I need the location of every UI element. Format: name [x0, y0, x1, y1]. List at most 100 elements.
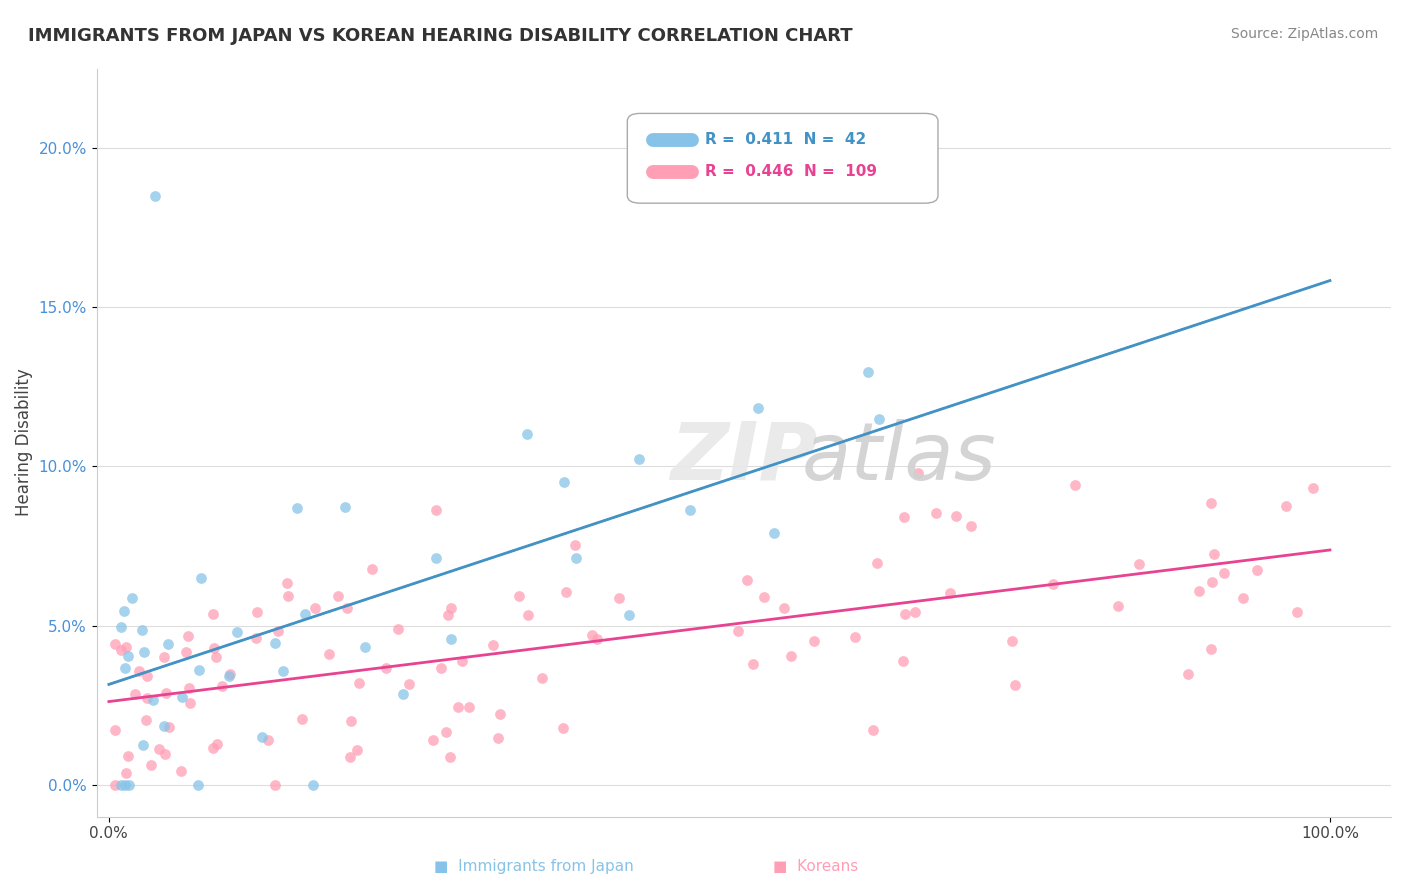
Point [202, 641, 225, 656]
Point [153, 719, 176, 733]
Point [565, 550, 588, 565]
Point [139, 758, 162, 772]
Point [1177, 667, 1199, 681]
Point [907, 467, 929, 481]
Point [174, 645, 197, 659]
Point [302, 778, 325, 792]
Point [434, 724, 457, 739]
Point [110, 778, 132, 792]
Point [128, 664, 150, 678]
Point [742, 657, 765, 672]
Point [336, 601, 359, 615]
Point [1063, 477, 1085, 491]
Point [117, 648, 139, 663]
Point [773, 600, 796, 615]
Point [1001, 634, 1024, 648]
Point [157, 721, 180, 735]
Point [945, 509, 967, 524]
Point [201, 740, 224, 755]
Point [179, 697, 201, 711]
Point [1199, 642, 1222, 657]
Point [858, 365, 880, 379]
Point [290, 712, 312, 726]
Point [392, 688, 415, 702]
Point [1042, 577, 1064, 591]
Point [263, 778, 285, 792]
Point [440, 632, 463, 647]
Point [205, 737, 228, 751]
Text: R =  0.446  N =  109: R = 0.446 N = 109 [704, 164, 877, 179]
Point [458, 700, 481, 714]
Point [157, 637, 180, 651]
Point [104, 778, 127, 792]
Point [517, 608, 540, 623]
Point [866, 556, 889, 570]
Point [508, 589, 530, 603]
Text: ■  Immigrants from Japan: ■ Immigrants from Japan [434, 859, 634, 874]
Point [489, 707, 512, 722]
Point [780, 648, 803, 663]
Point [118, 778, 141, 792]
Text: ■  Koreans: ■ Koreans [773, 859, 858, 874]
Point [110, 643, 132, 657]
Point [250, 730, 273, 744]
Point [304, 601, 326, 615]
Point [170, 690, 193, 705]
Point [440, 601, 463, 615]
Point [245, 631, 267, 645]
Point [339, 750, 361, 764]
Point [398, 676, 420, 690]
Text: IMMIGRANTS FROM JAPAN VS KOREAN HEARING DISABILITY CORRELATION CHART: IMMIGRANTS FROM JAPAN VS KOREAN HEARING … [28, 27, 853, 45]
Point [131, 623, 153, 637]
Point [114, 661, 136, 675]
Point [339, 714, 361, 728]
Point [142, 693, 165, 707]
Point [894, 607, 917, 621]
Point [267, 624, 290, 639]
Point [727, 624, 749, 638]
Point [553, 721, 575, 735]
Point [844, 630, 866, 644]
Point [136, 669, 159, 683]
Point [326, 589, 349, 603]
Point [218, 668, 240, 682]
Point [121, 591, 143, 605]
Point [1302, 481, 1324, 495]
Point [294, 607, 316, 622]
Point [425, 551, 447, 566]
Point [1286, 605, 1309, 619]
Point [387, 622, 409, 636]
Point [735, 574, 758, 588]
Point [114, 778, 136, 792]
Point [1212, 566, 1234, 580]
Point [135, 691, 157, 706]
Point [422, 733, 444, 747]
Point [679, 503, 702, 517]
Point [447, 700, 470, 714]
Point [617, 607, 640, 622]
Point [862, 723, 884, 737]
Point [1199, 496, 1222, 510]
Point [273, 665, 295, 679]
Point [124, 687, 146, 701]
Point [531, 671, 554, 685]
Point [276, 576, 298, 591]
Point [437, 608, 460, 623]
Point [153, 747, 176, 761]
Text: atlas: atlas [801, 418, 997, 497]
Point [803, 633, 825, 648]
Point [318, 647, 340, 661]
Point [1201, 574, 1223, 589]
Point [960, 519, 983, 533]
Point [564, 538, 586, 552]
Point [451, 654, 474, 668]
Point [114, 766, 136, 780]
Point [607, 591, 630, 605]
Point [486, 731, 509, 745]
Point [134, 645, 156, 659]
Point [346, 743, 368, 757]
Point [115, 640, 138, 655]
Point [938, 586, 960, 600]
Point [263, 636, 285, 650]
Point [516, 427, 538, 442]
